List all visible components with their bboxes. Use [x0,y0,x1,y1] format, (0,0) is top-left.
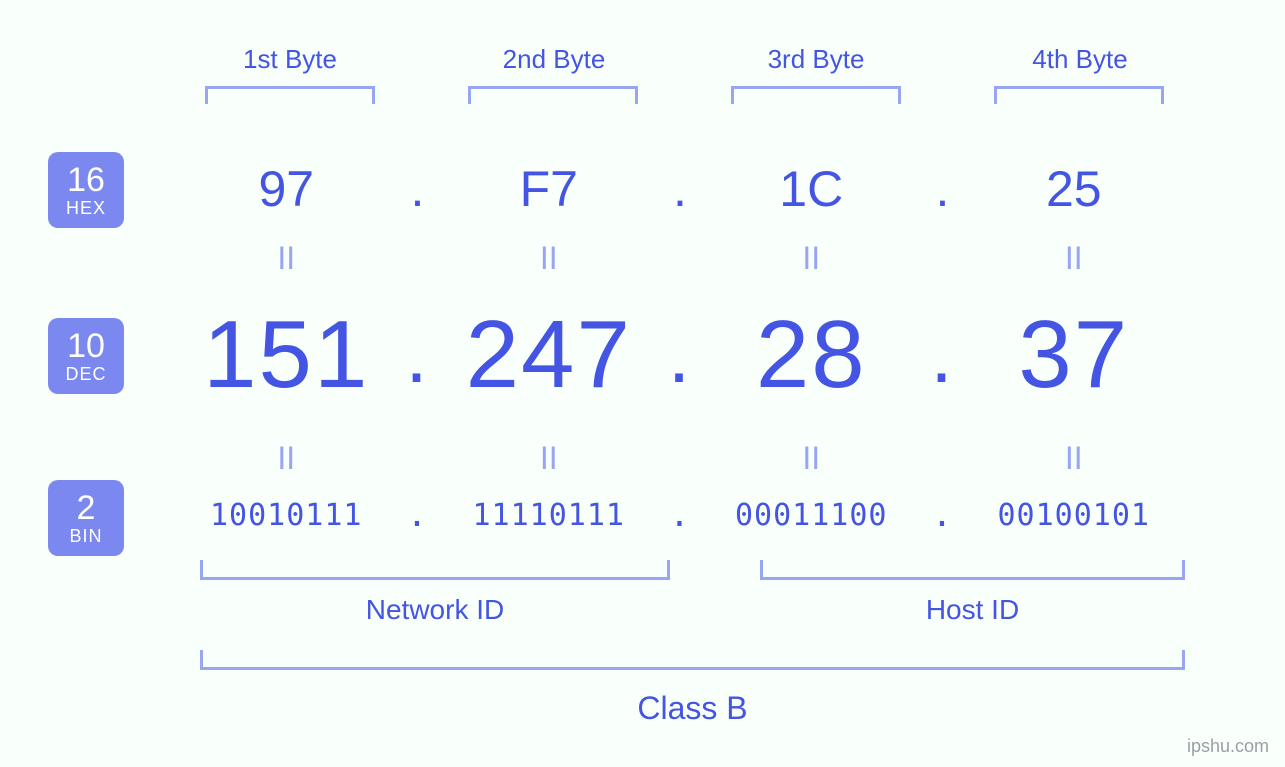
eq-2-2: II [438,440,661,477]
bin-byte-1: 10010111 [175,498,398,533]
badge-dec: 10 DEC [48,318,124,394]
top-bracket-1 [205,86,375,104]
bracket-network-id [200,560,670,580]
dec-byte-3: 28 [700,300,923,410]
bin-byte-2: 11110111 [438,498,661,533]
hex-byte-1: 97 [175,160,398,218]
badge-bin-base: 2 [77,491,96,525]
dec-row: 151 . 247 . 28 . 37 [175,300,1185,410]
dec-dot-1: . [398,309,438,401]
hex-dot-1: . [398,160,438,218]
dec-byte-2: 247 [438,300,661,410]
ip-diagram: 1st Byte 2nd Byte 3rd Byte 4th Byte 16 H… [0,0,1285,767]
hex-byte-2: F7 [438,160,661,218]
eq-1-3: II [700,240,923,277]
bin-dot-1: . [398,495,438,535]
badge-dec-base: 10 [67,329,105,363]
hex-dot-2: . [660,160,700,218]
hex-byte-4: 25 [963,160,1186,218]
byte-header-1: 1st Byte [225,44,355,75]
eq-1-1: II [175,240,398,277]
top-bracket-2 [468,86,638,104]
bin-byte-4: 00100101 [963,498,1186,533]
watermark: ipshu.com [1187,736,1269,757]
hex-row: 97 . F7 . 1C . 25 [175,160,1185,218]
top-bracket-3 [731,86,901,104]
badge-hex-label: HEX [66,199,106,217]
label-network-id: Network ID [200,594,670,626]
byte-header-2: 2nd Byte [484,44,624,75]
bin-dot-3: . [923,495,963,535]
dec-dot-3: . [923,309,963,401]
dec-byte-1: 151 [175,300,398,410]
label-class: Class B [200,690,1185,727]
top-bracket-4 [994,86,1164,104]
badge-hex-base: 16 [67,163,105,197]
equals-row-2: II . II . II . II [175,440,1185,477]
eq-1-2: II [438,240,661,277]
eq-1-4: II [963,240,1186,277]
label-host-id: Host ID [760,594,1185,626]
dec-dot-2: . [660,309,700,401]
eq-2-3: II [700,440,923,477]
eq-2-1: II [175,440,398,477]
bin-row: 10010111 . 11110111 . 00011100 . 0010010… [175,495,1185,535]
eq-2-4: II [963,440,1186,477]
badge-hex: 16 HEX [48,152,124,228]
badge-bin: 2 BIN [48,480,124,556]
badge-bin-label: BIN [69,527,102,545]
equals-row-1: II . II . II . II [175,240,1185,277]
dec-byte-4: 37 [963,300,1186,410]
badge-dec-label: DEC [65,365,106,383]
hex-byte-3: 1C [700,160,923,218]
byte-header-4: 4th Byte [1010,44,1150,75]
bin-byte-3: 00011100 [700,498,923,533]
bracket-host-id [760,560,1185,580]
bin-dot-2: . [660,495,700,535]
hex-dot-3: . [923,160,963,218]
bracket-class [200,650,1185,670]
byte-header-3: 3rd Byte [746,44,886,75]
